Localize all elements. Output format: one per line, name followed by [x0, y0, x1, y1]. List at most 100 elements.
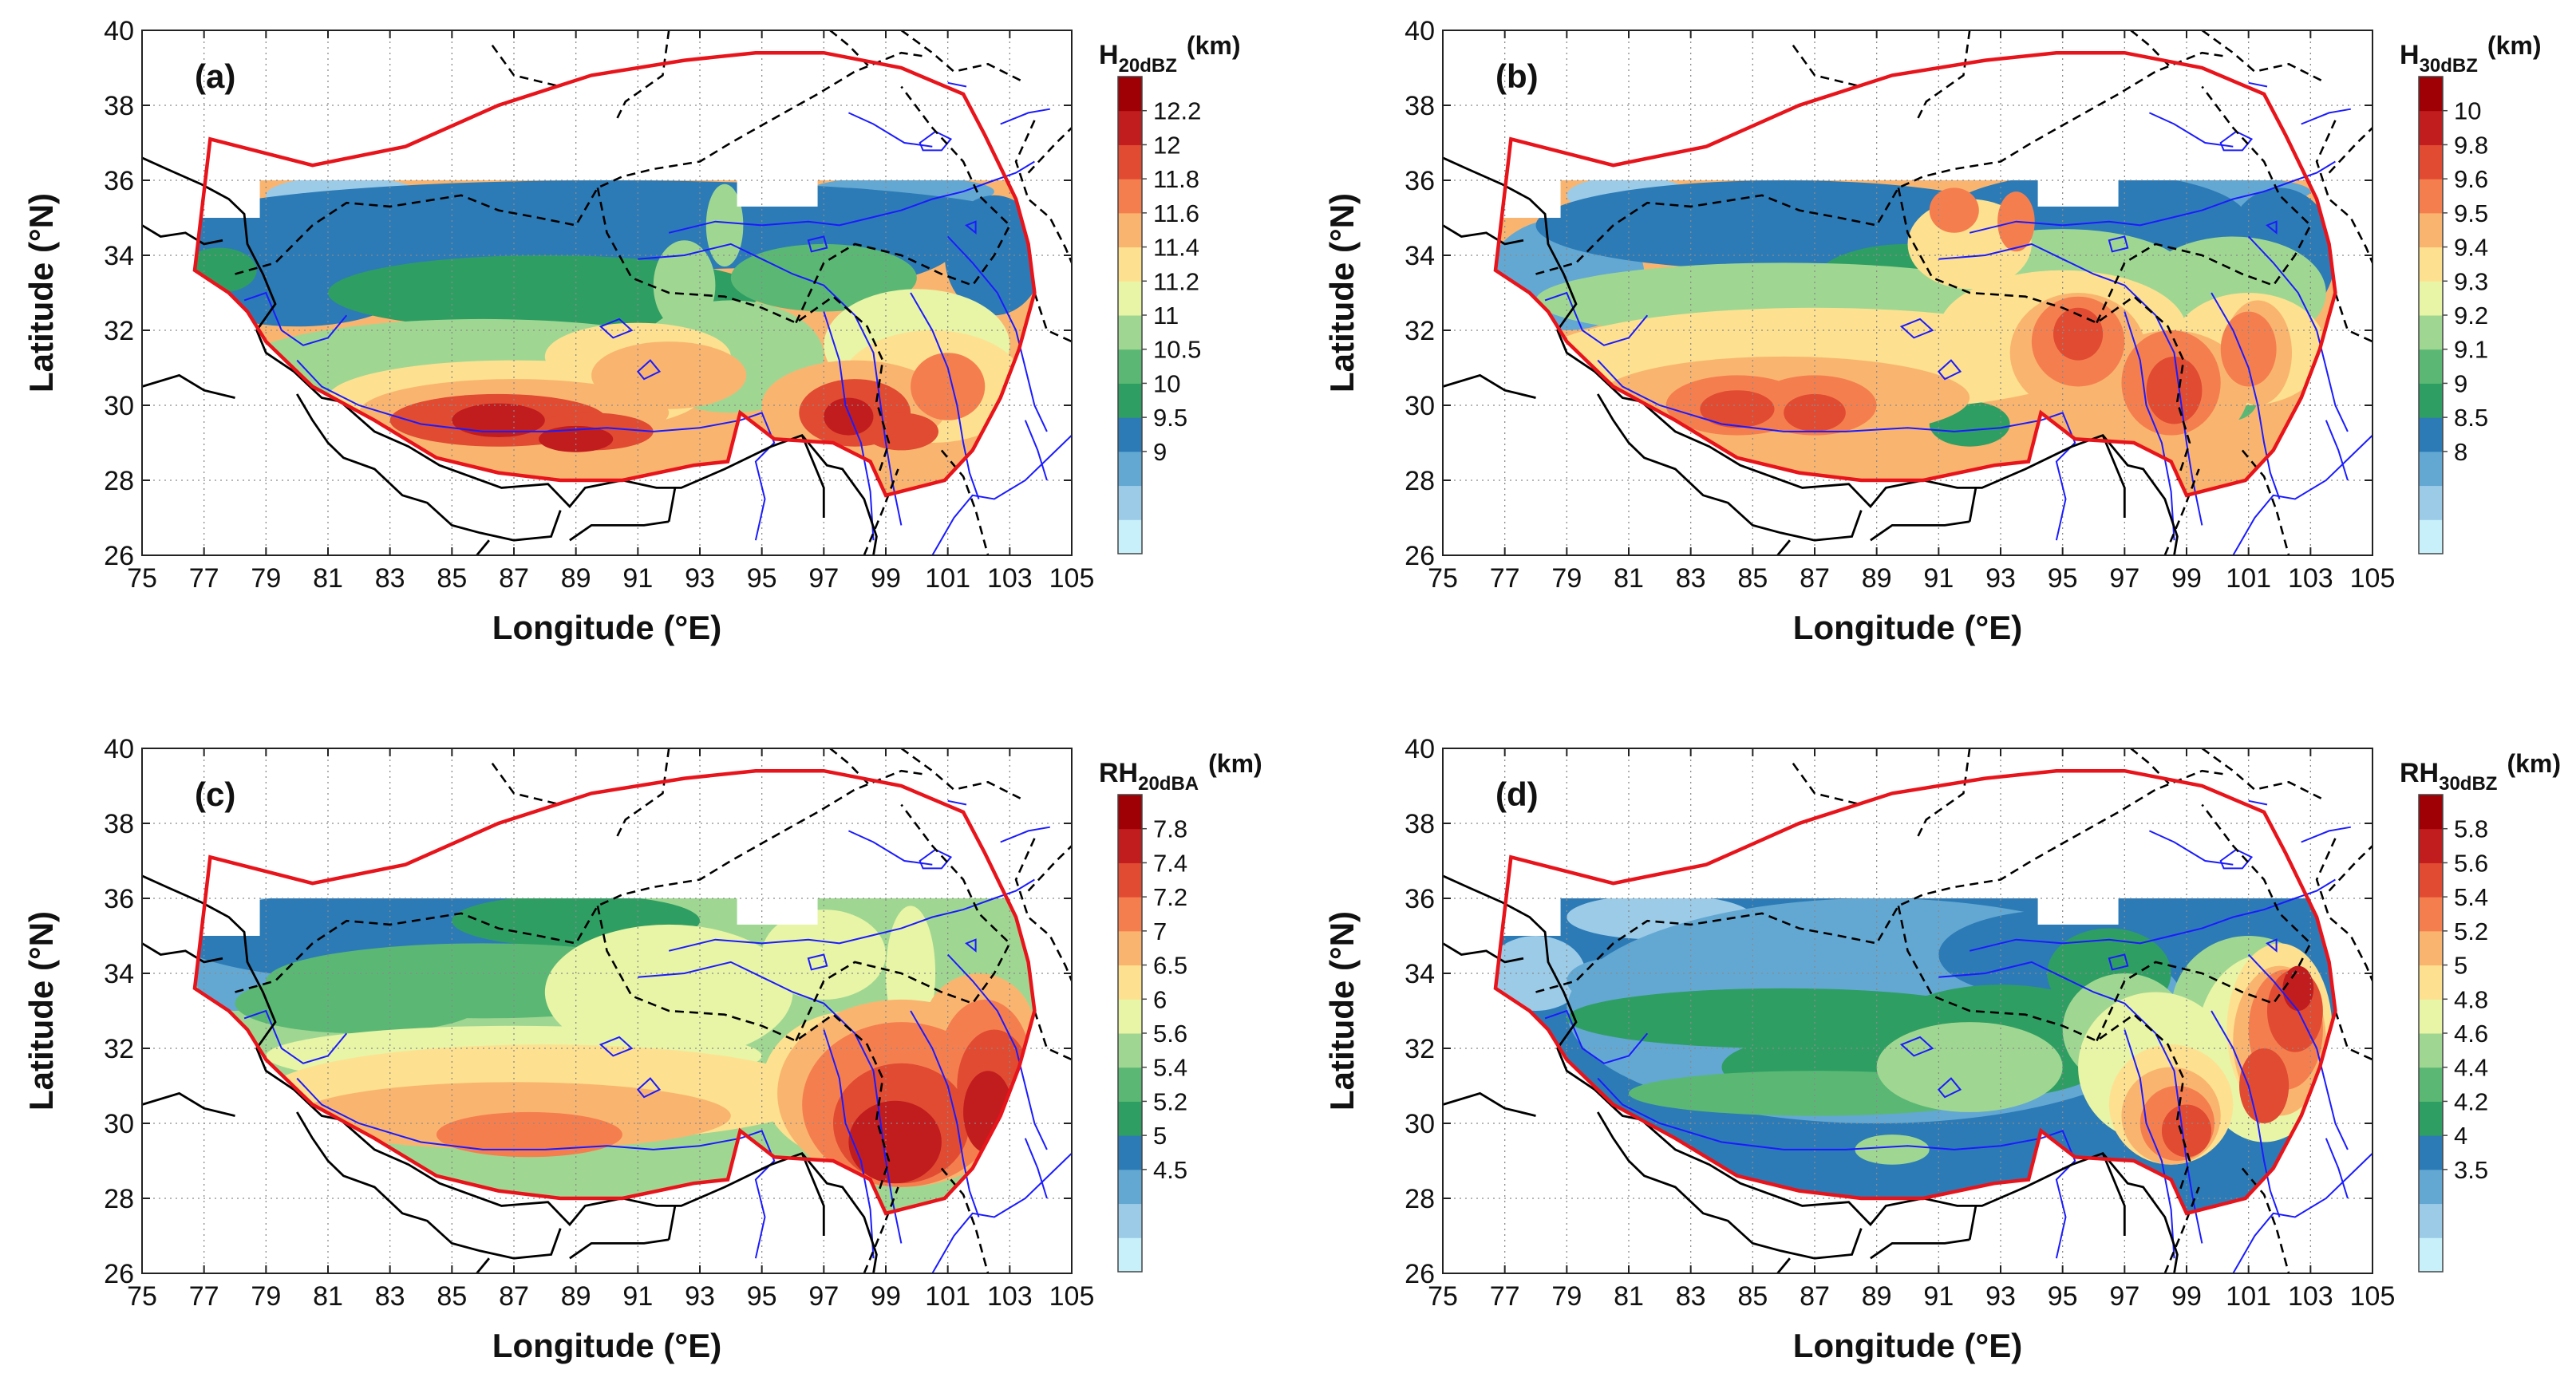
x-tick-label: 89 [1862, 1281, 1892, 1312]
plateau-boundary [1493, 50, 2337, 498]
colorbar-tick-label: 12 [1153, 131, 1180, 159]
province-border [1014, 838, 1072, 981]
no-data-area [2037, 898, 2119, 925]
river-line [847, 112, 933, 148]
contour-field [1495, 180, 2336, 495]
x-axis-label: Longitude (°E) [492, 609, 721, 646]
contour-region [2282, 965, 2314, 1011]
panel-label: (d) [1495, 775, 1539, 813]
province-border [1915, 30, 1971, 121]
river-line [2325, 420, 2349, 481]
province-border [2315, 120, 2373, 263]
y-tick-label: 30 [1405, 391, 1435, 421]
x-tick-label: 105 [1049, 563, 1095, 594]
colorbar: 10 9.8 9.6 9.5 9.4 9.3 9.2 9.1 9 8.5 8 H30dBZ (km) [2400, 31, 2541, 554]
river-line [2211, 292, 2281, 499]
panel-b: 75 77 79 81 83 85 87 89 91 93 95 97 99 101 103 10526283… [1323, 16, 2541, 646]
colorbar-title-sub: 20dBZ [1119, 55, 1177, 77]
river-line [1597, 359, 2076, 541]
river-line [1000, 826, 1050, 843]
contour-region [544, 924, 793, 1060]
colorbar-tick-label: 7 [1153, 917, 1167, 945]
colorbar-tick-label: 3.5 [2454, 1156, 2488, 1184]
river-line [668, 878, 1035, 952]
colorbar-tick-label: 4 [2454, 1122, 2467, 1150]
colorbar-segment [1118, 1033, 1142, 1068]
river-line [2211, 1010, 2281, 1217]
colorbar-segment [1118, 1203, 1142, 1238]
colorbar-tick-label: 4.2 [2454, 1087, 2488, 1115]
colorbar-tick-label: 12.2 [1153, 97, 1201, 125]
contour-region [2239, 1048, 2290, 1123]
colorbar-tick-label: 11.4 [1153, 234, 1199, 262]
river-line [1969, 878, 2336, 952]
colorbar-title: H20dBZ (km) [1099, 31, 1240, 77]
x-tick-label: 81 [313, 1281, 343, 1312]
x-tick-label: 75 [1428, 563, 1458, 594]
x-tick-label: 99 [871, 563, 901, 594]
contour-region [2161, 1104, 2212, 1158]
national-border [476, 1257, 490, 1273]
colorbar-segment [1118, 417, 1142, 452]
province-border [235, 51, 926, 275]
y-tick-label: 34 [104, 959, 134, 989]
no-data-area [172, 180, 260, 218]
province-border [2163, 1186, 2200, 1273]
lake-outline [919, 130, 953, 152]
colorbar-tick-label: 5.4 [1153, 1054, 1187, 1082]
river-line [910, 1010, 980, 1217]
axes-frame [1442, 30, 2373, 556]
province-border [1792, 45, 1862, 88]
x-tick-label: 89 [1862, 563, 1892, 594]
river-line [1024, 420, 1048, 481]
x-tick-label: 87 [499, 563, 529, 594]
river-line [910, 292, 980, 499]
river-line [1597, 1077, 2076, 1259]
panel-label: (c) [195, 775, 235, 813]
province-border [795, 85, 1011, 324]
x-tick-label: 77 [1490, 563, 1520, 594]
national-border [142, 942, 223, 964]
province-border [2163, 468, 2200, 555]
river-line [931, 434, 1072, 555]
national-border [295, 393, 562, 542]
river-line [243, 291, 348, 346]
y-tick-label: 26 [1405, 1259, 1435, 1289]
province-border [2334, 292, 2373, 343]
colorbar-segment [1118, 247, 1142, 282]
x-tick-label: 87 [1800, 563, 1830, 594]
contour-region [1876, 1022, 2063, 1112]
river-line [243, 1009, 348, 1064]
colorbar-tick-label: 8.5 [2454, 404, 2488, 432]
river-line [296, 1077, 776, 1259]
y-tick-label: 32 [104, 316, 134, 346]
y-tick-label: 36 [1405, 884, 1435, 914]
x-tick-label: 85 [1737, 563, 1768, 594]
colorbar-segment [2419, 110, 2443, 145]
colorbar-title-sub: 30dBZ [2439, 773, 2497, 795]
province-border [795, 803, 1011, 1042]
x-tick-label: 97 [2109, 1281, 2139, 1312]
colorbar-tick-label: 10 [2454, 97, 2481, 125]
x-tick-label: 101 [2226, 563, 2271, 594]
colorbar-segment [2419, 485, 2443, 520]
colorbar-tick-label: 10.5 [1153, 336, 1201, 364]
river-line [1544, 1009, 1649, 1064]
x-tick-label: 105 [1049, 1281, 1095, 1312]
y-tick-label: 32 [1405, 1034, 1435, 1064]
x-tick-label: 83 [1676, 1281, 1706, 1312]
colorbar-segment [2419, 179, 2443, 214]
colorbar-segment [2419, 349, 2443, 384]
colorbar-tick-label: 6.5 [1153, 952, 1187, 980]
colorbar-segment [2419, 1067, 2443, 1102]
no-data-area [737, 180, 818, 207]
national-border [142, 874, 878, 1273]
national-border [1968, 487, 1977, 522]
plateau-boundary [1493, 768, 2337, 1216]
colorbar-segment [2419, 862, 2443, 898]
lake-outline [965, 220, 977, 235]
x-tick-label: 75 [127, 563, 157, 594]
national-border [142, 156, 878, 555]
x-tick-label: 91 [1923, 563, 1954, 594]
